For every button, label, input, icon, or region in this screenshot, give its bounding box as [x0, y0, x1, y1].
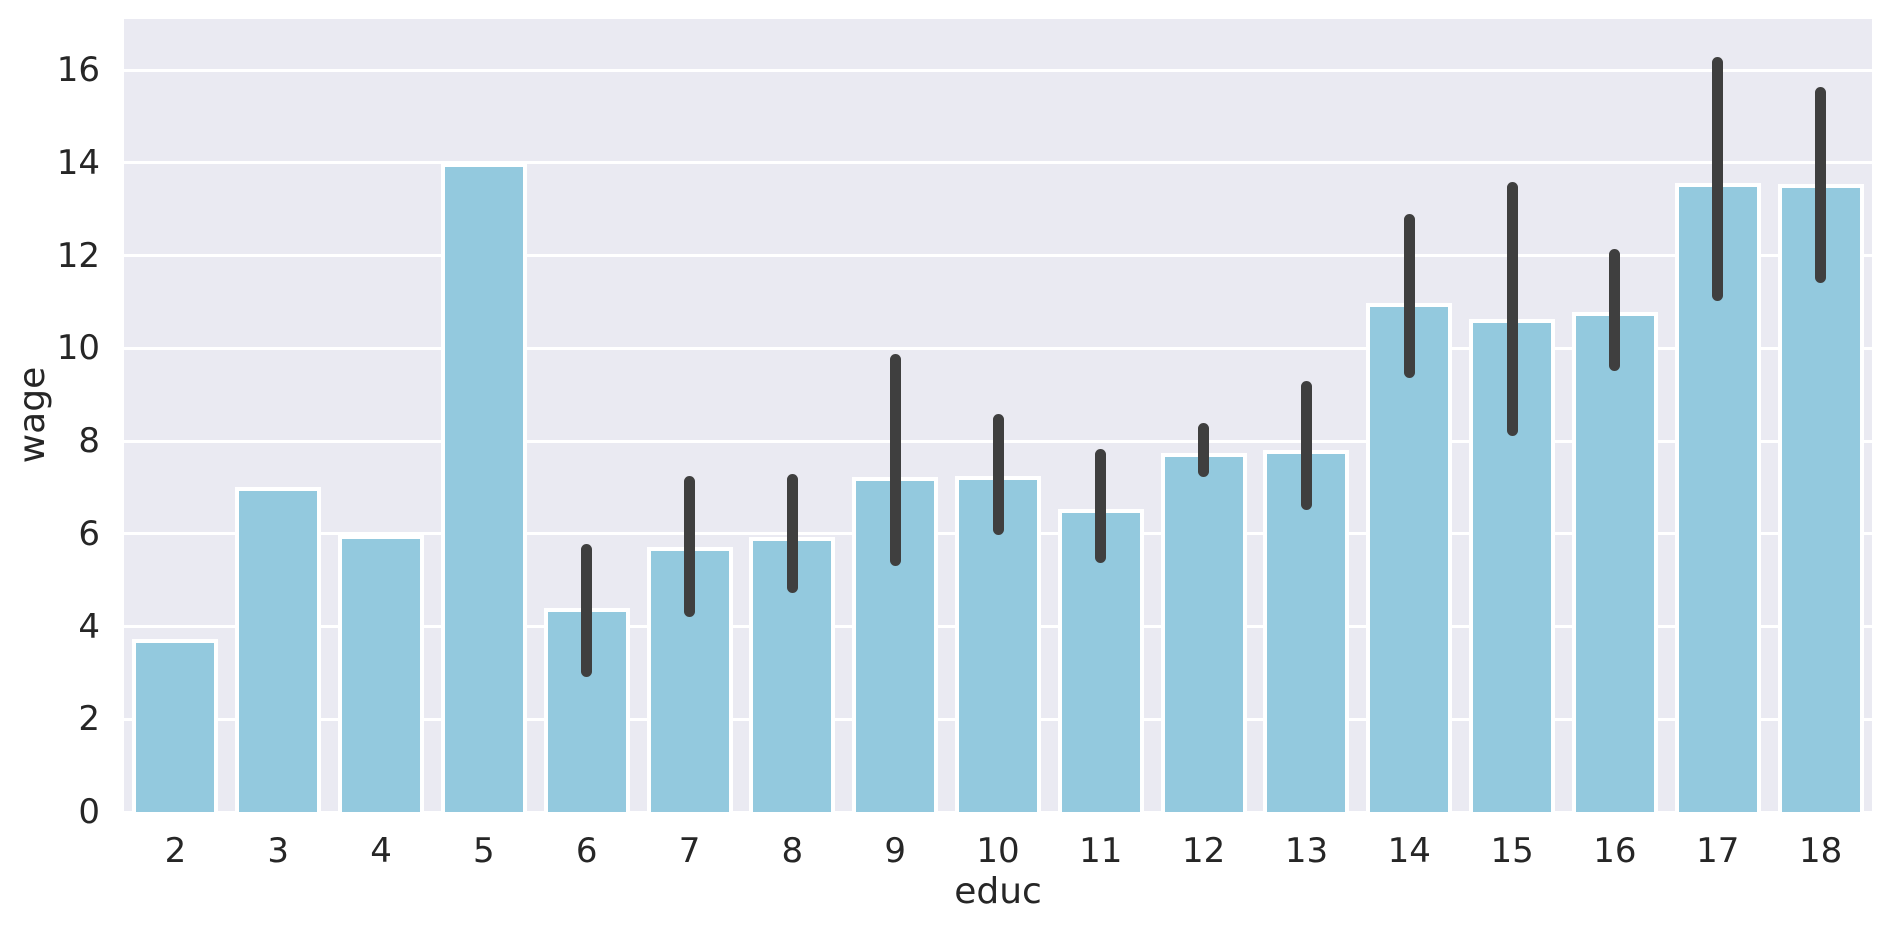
y-tick-label-10: 10	[56, 328, 100, 369]
y-tick-label-16: 16	[56, 50, 100, 90]
x-tick-label-14: 14	[1387, 831, 1431, 871]
x-tick-label-6: 6	[575, 831, 598, 871]
gridline-y-14	[124, 161, 1872, 165]
bar-educ-3	[235, 487, 322, 812]
gridline-y-12	[124, 254, 1872, 257]
plot-area	[124, 19, 1872, 814]
y-tick-label-6: 6	[78, 513, 100, 554]
x-tick-label-8: 8	[781, 831, 804, 871]
gridline-y-16	[124, 68, 1872, 72]
error-bar-educ-7	[684, 476, 696, 617]
x-tick-label-11: 11	[1079, 831, 1123, 871]
bar-educ-16	[1571, 311, 1658, 812]
x-tick-label-18: 18	[1798, 831, 1843, 871]
error-bar-educ-12	[1198, 423, 1210, 478]
bar-educ-13	[1263, 449, 1350, 812]
y-tick-label-14: 14	[56, 142, 100, 183]
error-bar-educ-8	[786, 474, 798, 594]
x-tick-label-9: 9	[884, 831, 906, 871]
error-bar-educ-10	[992, 413, 1004, 536]
error-bar-educ-17	[1712, 56, 1724, 302]
bar-educ-12	[1160, 453, 1247, 812]
gridline-y-0	[124, 810, 1872, 814]
bar-educ-14	[1366, 302, 1453, 812]
y-tick-label-0: 0	[78, 792, 100, 832]
x-tick-label-10: 10	[976, 831, 1020, 871]
x-tick-label-4: 4	[370, 831, 392, 871]
bar-educ-5	[440, 162, 527, 812]
x-tick-label-12: 12	[1182, 831, 1226, 871]
error-bar-educ-6	[581, 543, 593, 677]
error-bar-educ-11	[1095, 448, 1107, 564]
x-tick-label-7: 7	[678, 831, 701, 871]
x-tick-label-17: 17	[1696, 831, 1740, 871]
y-tick-label-12: 12	[56, 235, 100, 276]
x-tick-label-2: 2	[164, 831, 187, 871]
x-tick-label-3: 3	[267, 831, 290, 871]
y-axis-label: wage	[12, 366, 53, 464]
y-tick-label-2: 2	[78, 699, 100, 740]
bar-educ-4	[338, 535, 425, 812]
error-bar-educ-13	[1300, 381, 1312, 510]
x-tick-label-15: 15	[1490, 831, 1534, 871]
error-bar-educ-16	[1609, 249, 1621, 371]
bar-educ-2	[132, 639, 219, 812]
error-bar-educ-9	[889, 353, 901, 566]
x-tick-label-16: 16	[1593, 831, 1637, 871]
x-axis-label: educ	[954, 871, 1042, 912]
x-tick-label-13: 13	[1284, 831, 1329, 871]
x-tick-label-5: 5	[473, 831, 495, 871]
gridline-y-10	[124, 346, 1872, 350]
error-bar-educ-18	[1815, 86, 1827, 283]
error-bar-educ-14	[1403, 214, 1415, 378]
error-bar-educ-15	[1506, 181, 1518, 436]
y-tick-label-4: 4	[78, 606, 100, 647]
y-tick-label-8: 8	[78, 421, 100, 461]
